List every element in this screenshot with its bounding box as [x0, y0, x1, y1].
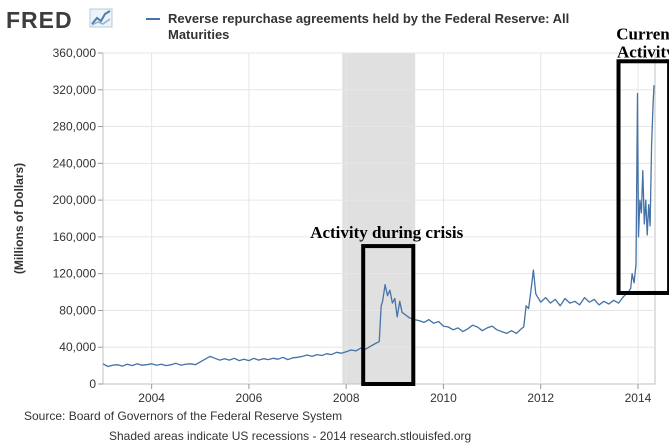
fred-logo: FRED: [6, 7, 113, 33]
source-text: Source: Board of Governors of the Federa…: [24, 409, 342, 423]
x-tick-label: 2006: [236, 391, 263, 405]
series-layer: [102, 85, 655, 368]
x-tick-label: 2010: [430, 391, 457, 405]
y-tick-label: 120,000: [53, 267, 97, 281]
y-tick-label: 80,000: [59, 303, 96, 317]
y-tick-label: 200,000: [53, 193, 97, 207]
recession-note: Shaded areas indicate US recessions - 20…: [109, 429, 471, 443]
y-tick-label: 360,000: [53, 46, 97, 60]
y-axis-label: (Millions of Dollars): [12, 163, 26, 274]
annotation-label: Activity during crisis: [310, 223, 463, 242]
y-tick-label: 0: [89, 377, 96, 391]
legend-label-line-2: Maturities: [168, 27, 229, 42]
x-tick-label: 2014: [625, 391, 652, 405]
recession-band: [342, 53, 416, 384]
y-tick-label: 320,000: [53, 83, 97, 97]
fred-chart-icon: [89, 8, 113, 28]
fred-logo-text: FRED: [6, 7, 73, 33]
y-tick-label: 160,000: [53, 230, 97, 244]
x-tick-label: 2012: [527, 391, 554, 405]
y-axis-ticks: 0 40,000 80,000 120,000 160,000 200,000 240,00…: [53, 46, 103, 391]
legend: Reverse repurchase agreements held by th…: [146, 11, 573, 42]
y-tick-label: 40,000: [59, 340, 96, 354]
x-tick-label: 2008: [333, 391, 360, 405]
annotation-box: [361, 244, 416, 386]
legend-label-line-1: Reverse repurchase agreements held by th…: [168, 11, 569, 26]
x-axis-ticks: 2004 2006 2008 2010 2012 2014: [138, 384, 652, 405]
annotation-label: Current: [616, 24, 669, 43]
series-line: [102, 85, 655, 368]
annotation-box: [616, 59, 669, 295]
y-tick-label: 280,000: [53, 120, 97, 134]
y-tick-label: 240,000: [53, 156, 97, 170]
legend-label: Reverse repurchase agreements held by th…: [168, 11, 573, 42]
x-tick-label: 2004: [138, 391, 165, 405]
annotation-layer: Activity during crisis CurrentActivity: [310, 24, 669, 386]
annotation-label: Activity: [617, 42, 669, 61]
recession-layer: [342, 53, 416, 384]
